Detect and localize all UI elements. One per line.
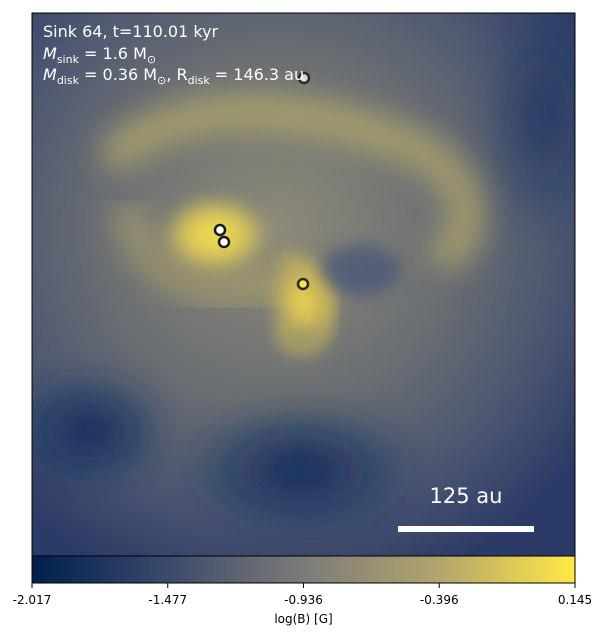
colorbar-tick-label: -0.396 <box>420 593 459 607</box>
scale-bar-label: 125 au <box>430 484 503 508</box>
sink-mass-label: Msink = 1.6 M⊙ <box>43 44 156 66</box>
dark-region-right <box>480 13 575 240</box>
colorbar-tick-label: 0.145 <box>558 593 592 607</box>
sink-marker <box>297 71 311 85</box>
colorbar <box>31 555 576 584</box>
inner-dark-gap <box>320 245 400 295</box>
colorbar-tick-label: -0.936 <box>284 593 323 607</box>
dark-region-bottom <box>180 400 420 540</box>
colorbar-ticks <box>31 583 576 588</box>
sink-marker <box>213 223 227 237</box>
plot-panel: Sink 64, t=110.01 kyr Msink = 1.6 M⊙ Mdi… <box>32 13 575 556</box>
colorbar-label: log(B) [G] <box>274 612 332 626</box>
spiral-arm-upper <box>100 92 487 270</box>
sink-marker <box>296 277 310 291</box>
colorbar-tick-label: -1.477 <box>148 593 187 607</box>
scale-bar <box>398 526 534 532</box>
colorbar-tick-label: -2.017 <box>13 593 52 607</box>
sink-time-label: Sink 64, t=110.01 kyr <box>43 22 219 41</box>
spiral-arm-lower <box>112 202 308 306</box>
sink-marker <box>217 235 231 249</box>
disk-params-label: Mdisk = 0.36 M⊙, Rdisk = 146.3 au <box>43 65 304 87</box>
secondary-arm <box>276 253 333 356</box>
dark-region-left <box>32 370 170 490</box>
core-bright-region <box>160 195 270 275</box>
